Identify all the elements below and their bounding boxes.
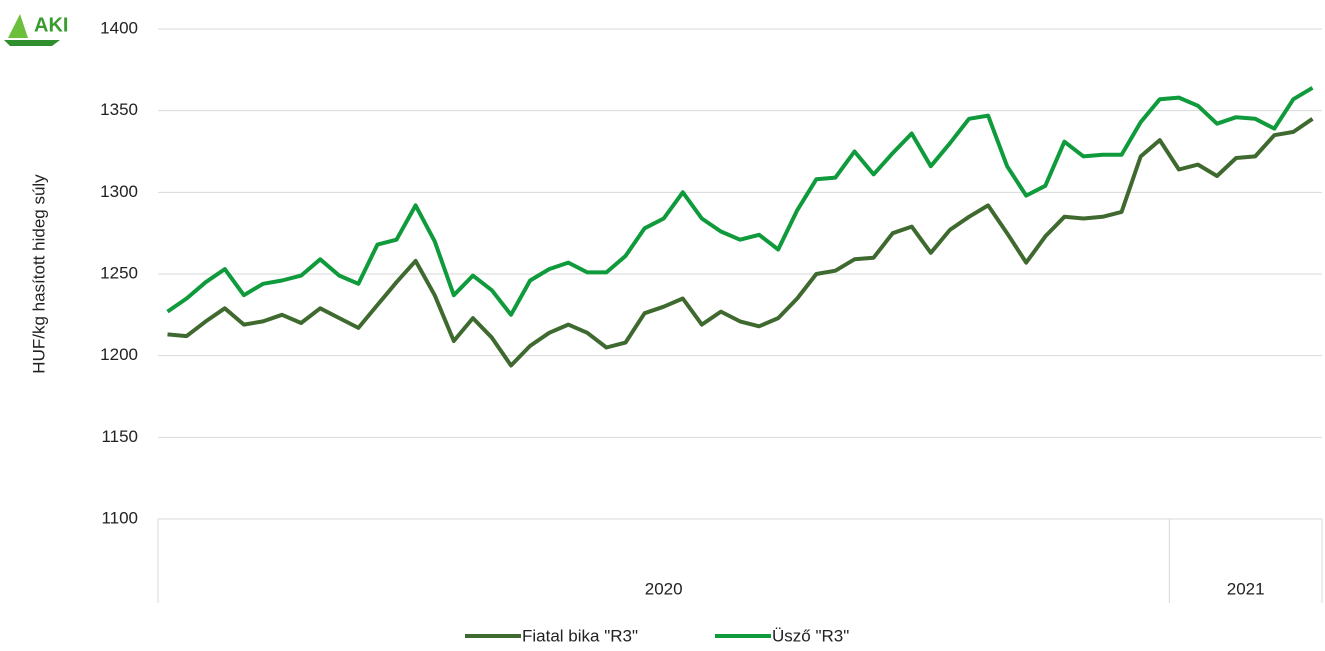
y-tick-label: 1100 [101,508,138,527]
legend-label: Fiatal bika "R3" [522,626,638,645]
y-tick-label: 1200 [100,345,138,364]
x-group-label: 2021 [1227,579,1265,598]
line-series [166,86,1314,317]
y-tick-label: 1300 [100,182,138,201]
logo: AKI [34,14,68,36]
logo-shape [8,14,28,38]
y-tick-label: 1150 [101,427,138,446]
line-series [167,117,1314,368]
y-tick-label: 1350 [100,100,138,119]
legend-label: Üsző "R3" [772,626,849,645]
logo-shape [4,40,60,46]
y-tick-label: 1400 [100,18,138,37]
y-axis-label: HUF/kg hasított hideg súly [29,174,48,374]
x-group-label: 2020 [645,579,683,598]
y-tick-label: 1250 [100,263,138,282]
